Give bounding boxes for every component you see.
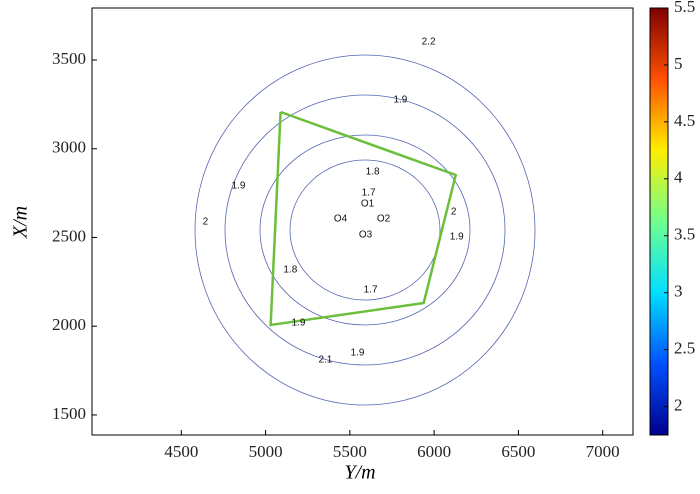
contour-label: 2 xyxy=(451,207,457,218)
contour-label: 2.2 xyxy=(422,37,436,48)
x-tick-label: 4500 xyxy=(164,442,198,461)
colorbar-tick-label: 5.5 xyxy=(674,0,695,16)
plot-frame xyxy=(91,7,634,436)
y-tick-label: 2000 xyxy=(52,315,86,334)
point-label: O1 xyxy=(361,198,375,209)
point-label: O2 xyxy=(377,213,391,224)
contour-label: 1.9 xyxy=(393,95,407,106)
colorbar-tick-label: 3 xyxy=(674,282,683,301)
colorbar-tick-label: 4 xyxy=(674,168,683,187)
contour-label: 1.9 xyxy=(232,181,246,192)
x-tick-label: 7000 xyxy=(586,442,620,461)
x-tick-label: 6000 xyxy=(417,442,451,461)
contour-label: 2.1 xyxy=(318,355,332,366)
boundary-line xyxy=(269,110,458,327)
contour-hints xyxy=(194,54,536,406)
x-tick-label: 5000 xyxy=(249,442,283,461)
colorbar-tick-label: 3.5 xyxy=(674,225,695,244)
x-axis-label: Y/m xyxy=(344,462,375,484)
contour-label: 1.7 xyxy=(364,285,378,296)
contour-label: 1.8 xyxy=(283,265,297,276)
colorbar xyxy=(649,7,669,436)
y-axis-label: X/m xyxy=(10,206,32,239)
colorbar-tick-label: 5 xyxy=(674,54,683,73)
y-tick-label: 3000 xyxy=(52,138,86,157)
y-tick-label: 3500 xyxy=(52,49,86,68)
colorbar-tick-label: 4.5 xyxy=(674,111,695,130)
point-label: O4 xyxy=(334,213,348,224)
colorbar-tick-label: 2 xyxy=(674,395,683,414)
y-tick-label: 2500 xyxy=(52,226,86,245)
contour-label: 1.9 xyxy=(292,318,306,329)
x-tick-label: 5500 xyxy=(333,442,367,461)
y-tick-label: 1500 xyxy=(52,404,86,423)
contour-label: 1.7 xyxy=(362,188,376,199)
contour-label: 2 xyxy=(203,217,209,228)
colorbar-tick-label: 2.5 xyxy=(674,339,695,358)
contour-label: 1.8 xyxy=(366,167,380,178)
contour-label: 1.9 xyxy=(350,348,364,359)
point-label: O3 xyxy=(359,229,373,240)
x-tick-label: 6500 xyxy=(501,442,535,461)
contour-label: 1.9 xyxy=(450,232,464,243)
